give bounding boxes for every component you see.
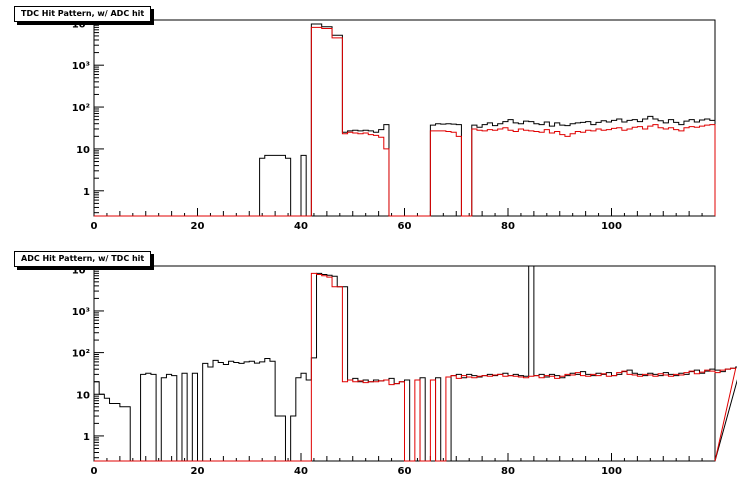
series-1-1 [94, 272, 737, 462]
x-tick-label-1-3: 60 [398, 466, 412, 477]
x-tick-label-1-5: 100 [601, 466, 622, 477]
series-1-0 [93, 265, 737, 462]
chart-title-bottom: ADC Hit Pattern, w/ TDC hit [14, 251, 152, 267]
x-tick-label-0-5: 100 [601, 221, 622, 232]
x-tick-label-0-4: 80 [501, 221, 515, 232]
y-tick-label-0-1: 10 [76, 145, 90, 156]
x-tick-label-0-1: 20 [191, 221, 205, 232]
x-tick-label-0-0: 0 [91, 221, 98, 232]
series-0-1 [94, 26, 716, 217]
y-tick-label-0-4: 10⁴ [72, 19, 90, 30]
chart-title-top: TDC Hit Pattern, w/ ADC hit [14, 6, 152, 22]
x-tick-label-0-2: 40 [294, 221, 308, 232]
y-tick-label-1-0: 1 [83, 432, 90, 443]
x-tick-label-0-3: 60 [398, 221, 412, 232]
y-tick-label-1-2: 10² [72, 349, 90, 360]
x-tick-label-1-0: 0 [91, 466, 98, 477]
y-tick-label-1-1: 10 [76, 390, 90, 401]
plot-frame-0 [93, 19, 716, 217]
y-tick-label-1-4: 10⁴ [72, 265, 90, 276]
y-tick-label-1-3: 10³ [72, 307, 90, 318]
x-tick-label-1-4: 80 [501, 466, 515, 477]
y-tick-label-0-0: 1 [83, 187, 90, 198]
series-0-0 [94, 23, 716, 217]
x-tick-label-1-1: 20 [191, 466, 205, 477]
x-tick-label-1-2: 40 [294, 466, 308, 477]
y-tick-label-0-2: 10² [72, 103, 90, 114]
y-tick-label-0-3: 10³ [72, 61, 90, 72]
